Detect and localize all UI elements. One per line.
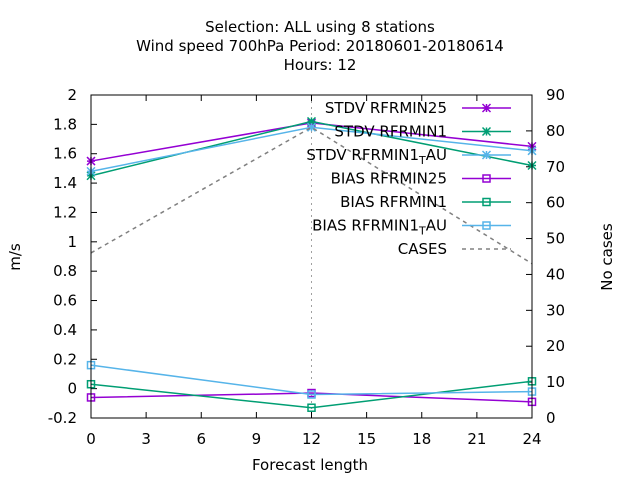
x-tick-label-2: 6 <box>196 430 206 448</box>
y-tick-label-11: 2 <box>67 86 77 104</box>
chart-title: Selection: ALL using 8 stations Wind spe… <box>136 18 504 74</box>
x-tick-label-8: 24 <box>522 430 541 448</box>
y-tick-label-3: 0.4 <box>53 321 77 339</box>
y-tick-label-2: 0.2 <box>53 350 77 368</box>
title-line-2: Wind speed 700hPa Period: 20180601-20180… <box>136 37 504 55</box>
legend-label-3: BIAS RFRMIN25 <box>331 170 447 188</box>
x-tick-label-4: 12 <box>302 430 321 448</box>
series-line-4 <box>90 380 533 409</box>
x-axis-label: Forecast length <box>252 456 368 474</box>
x-tick-label-1: 3 <box>141 430 151 448</box>
y2-tick-label-3: 30 <box>546 301 565 319</box>
y-tick-label-0: -0.2 <box>48 409 77 427</box>
series-line-6 <box>90 126 533 265</box>
y2-tick-label-7: 70 <box>546 158 565 176</box>
legend-label-6: CASES <box>398 240 447 258</box>
y-tick-label-6: 1 <box>67 233 77 251</box>
y2-tick-label-9: 90 <box>546 86 565 104</box>
legend-label-1: STDV RFRMIN1 <box>334 123 447 141</box>
y-tick-label-4: 0.6 <box>53 292 77 310</box>
series-2-point-1 <box>306 122 317 132</box>
y-axis-label: m/s <box>6 243 24 271</box>
title-line-3: Hours: 12 <box>284 56 357 74</box>
legend-marker-2 <box>481 150 492 160</box>
plot-frame <box>90 94 533 419</box>
y-tick-label-9: 1.6 <box>53 145 77 163</box>
y2-tick-label-8: 80 <box>546 122 565 140</box>
legend-marker-0 <box>481 103 492 113</box>
x-tick-label-5: 15 <box>357 430 376 448</box>
legend-marker-5 <box>482 221 491 230</box>
legend-label-2: STDV RFRMIN1TAU <box>306 146 447 167</box>
y-tick-label-1: 0 <box>67 380 77 398</box>
y2-tick-label-4: 40 <box>546 265 565 283</box>
x-tick-label-0: 0 <box>86 430 96 448</box>
y2-tick-label-2: 20 <box>546 337 565 355</box>
y-tick-label-10: 1.8 <box>53 115 77 133</box>
series-line-5 <box>90 364 533 396</box>
legend-marker-3 <box>482 174 491 183</box>
y2-tick-label-0: 0 <box>546 409 556 427</box>
y-tick-label-8: 1.4 <box>53 174 77 192</box>
y2-tick-label-5: 50 <box>546 230 565 248</box>
title-line-1: Selection: ALL using 8 stations <box>205 18 435 36</box>
x-tick-label-7: 21 <box>467 430 486 448</box>
legend-label-5: BIAS RFRMIN1TAU <box>312 217 447 238</box>
legend-marker-4 <box>482 197 491 207</box>
legend-label-4: BIAS RFRMIN1 <box>340 193 447 211</box>
series-5-point-1 <box>307 390 316 399</box>
series-line-3 <box>90 392 533 403</box>
y2-tick-label-1: 10 <box>546 373 565 391</box>
series-1-point-1 <box>306 116 317 126</box>
legend-label-0: STDV RFRMIN25 <box>325 99 447 117</box>
y2-tick-label-6: 60 <box>546 194 565 212</box>
y-tick-label-5: 0.8 <box>53 262 77 280</box>
y2-axis-label: No cases <box>598 223 616 291</box>
x-tick-label-3: 9 <box>252 430 262 448</box>
x-tick-label-6: 18 <box>412 430 431 448</box>
legend-marker-1 <box>481 126 492 137</box>
y-tick-label-7: 1.2 <box>53 203 77 221</box>
series-4-point-1 <box>307 403 316 412</box>
